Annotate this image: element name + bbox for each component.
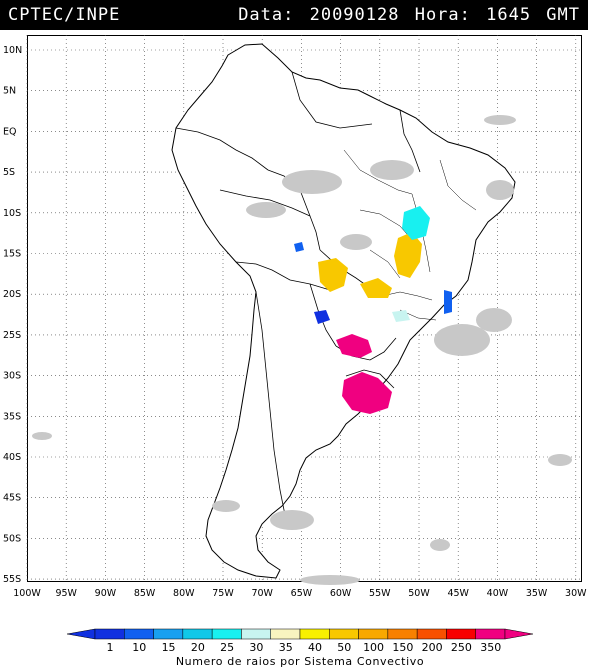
longitude-labels: 100W 95W 90W 85W 80W 75W 70W 65W 60W 55W 50W 45W 40W… xyxy=(13,588,587,599)
legend-value-label: 100 xyxy=(363,641,384,652)
lon-tick-label: 50W xyxy=(408,588,430,599)
lat-tick-label: 20S xyxy=(3,289,21,300)
south-america-landmass xyxy=(171,43,516,579)
lat-tick-label: EQ xyxy=(3,126,16,137)
legend-swatch xyxy=(475,628,506,640)
legend-value-label: 20 xyxy=(191,641,205,652)
legend-value-label: 35 xyxy=(279,641,293,652)
legend-caption: Numero de raios por Sistema Convectivo xyxy=(175,655,425,668)
lat-tick-label: 30S xyxy=(3,371,21,382)
legend-swatch xyxy=(124,628,154,640)
convective-cell-minas xyxy=(360,278,392,298)
legend-value-label: 40 xyxy=(308,641,322,652)
lat-tick-label: 10S xyxy=(3,208,21,219)
color-scale-legend: 1 10 15 20 25 30 35 40 50 100 150 200 250 350 xyxy=(66,628,534,652)
convective-cell-sao-paulo xyxy=(444,290,452,314)
convective-systems xyxy=(294,206,452,414)
lon-tick-label: 30W xyxy=(565,588,587,599)
legend-swatch xyxy=(446,628,476,640)
latitude-labels: 10N 5N EQ 5S 10S 15S 20S 25S 30S 35S 40S 45S 50S 55S xyxy=(3,45,22,585)
convective-cloud-cover xyxy=(32,115,572,585)
legend-value-label: 25 xyxy=(220,641,234,652)
lat-tick-label: 25S xyxy=(3,330,21,341)
lat-tick-label: 50S xyxy=(3,533,21,544)
legend-value-label: 1 xyxy=(107,641,114,652)
legend-values: 1 10 15 20 25 30 35 40 50 100 150 200 250 350 xyxy=(107,641,502,652)
legend-value-label: 200 xyxy=(422,641,443,652)
legend-value-label: 15 xyxy=(162,641,176,652)
map-canvas: 10N5NEQ5S10S15S20S25S30S35S40S45S50S55S … xyxy=(3,35,587,599)
convective-cell-paraguay xyxy=(336,334,372,358)
legend-swatch xyxy=(387,628,418,640)
legend-swatch xyxy=(270,628,301,640)
lat-tick-label: 45S xyxy=(3,493,21,504)
legend-value-label: 350 xyxy=(480,641,501,652)
legend-value-label: 150 xyxy=(392,641,413,652)
legend-value-label: 50 xyxy=(337,641,351,652)
convective-cell-bahia xyxy=(402,206,430,240)
lon-tick-label: 95W xyxy=(55,588,77,599)
convective-cell-bolivia xyxy=(314,310,330,324)
timestamp-label: Data: 20090128 Hora: 1645 GMT xyxy=(238,5,580,25)
legend-swatch xyxy=(153,628,184,640)
lon-tick-label: 75W xyxy=(212,588,234,599)
lat-tick-label: 5S xyxy=(3,167,15,178)
legend-swatches xyxy=(66,628,534,640)
convective-cell-southern-brazil xyxy=(342,372,392,414)
lat-tick-label: 55S xyxy=(3,574,21,585)
lat-tick-label: 10N xyxy=(3,45,22,56)
convective-cell-parana xyxy=(392,310,410,322)
legend-value-label: 10 xyxy=(132,641,146,652)
map-header: CPTEC/INPE Data: 20090128 Hora: 1645 GMT xyxy=(0,0,588,30)
convective-cell-mato-grosso xyxy=(318,258,348,292)
lon-tick-label: 45W xyxy=(447,588,469,599)
lon-tick-label: 60W xyxy=(330,588,352,599)
legend-value-label: 30 xyxy=(249,641,263,652)
organization-label: CPTEC/INPE xyxy=(8,5,121,25)
lat-tick-label: 40S xyxy=(3,452,21,463)
lat-tick-label: 15S xyxy=(3,249,21,260)
convective-cell-central-brazil xyxy=(394,232,422,278)
lon-tick-label: 55W xyxy=(369,588,391,599)
legend-swatch xyxy=(211,628,242,640)
legend-swatch xyxy=(182,628,213,640)
legend-arrow-right xyxy=(504,628,534,640)
legend-swatch xyxy=(358,628,389,640)
lon-tick-label: 40W xyxy=(487,588,509,599)
legend-value-label: 250 xyxy=(451,641,472,652)
lon-tick-label: 90W xyxy=(95,588,117,599)
legend-swatch xyxy=(416,628,447,640)
lon-tick-label: 35W xyxy=(526,588,548,599)
lon-tick-label: 80W xyxy=(173,588,195,599)
legend-swatch xyxy=(329,628,359,640)
lon-tick-label: 70W xyxy=(251,588,273,599)
legend-swatch xyxy=(299,628,330,640)
legend-arrow-left xyxy=(66,628,96,640)
lat-tick-label: 35S xyxy=(3,411,21,422)
graticule xyxy=(26,35,582,582)
legend-swatch xyxy=(94,628,125,640)
lon-tick-label: 85W xyxy=(134,588,156,599)
lon-tick-label: 100W xyxy=(13,588,41,599)
legend-swatch xyxy=(241,628,271,640)
convective-cell-rondonia xyxy=(294,242,304,252)
lat-tick-label: 5N xyxy=(3,86,16,97)
lon-tick-label: 65W xyxy=(291,588,313,599)
